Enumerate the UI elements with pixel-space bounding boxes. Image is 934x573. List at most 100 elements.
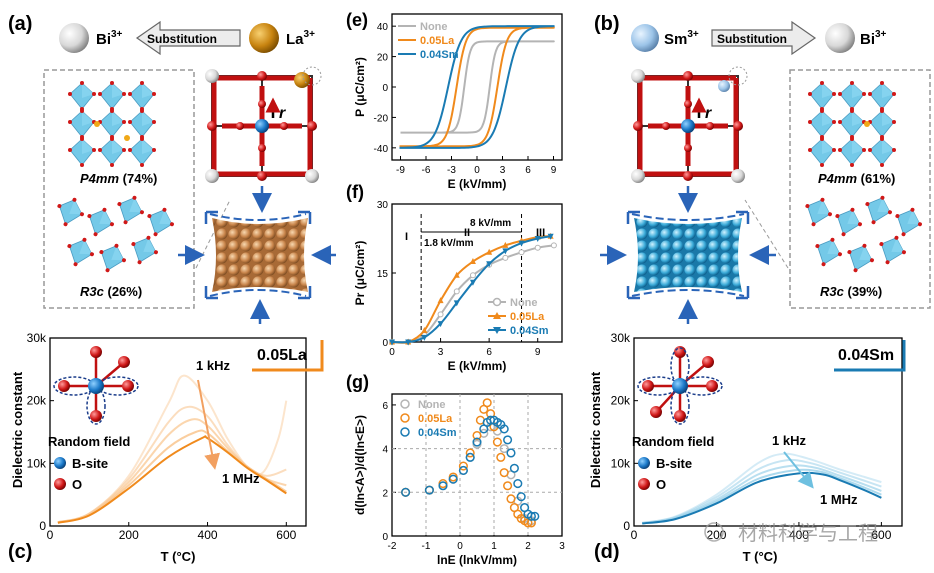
legend-label: None <box>510 297 538 309</box>
lattice-b <box>600 210 776 324</box>
random-field-icon-d <box>637 346 723 425</box>
x-tick-label: -1 <box>422 541 431 552</box>
connector-b <box>744 199 789 269</box>
data-point <box>526 511 536 521</box>
data-point <box>424 485 434 495</box>
legend-marker <box>492 297 502 307</box>
x-tick-label: 600 <box>871 528 891 542</box>
la-ion-label: La3+ <box>286 29 315 48</box>
data-point <box>453 300 460 307</box>
panel-g-label: (g) <box>346 372 369 392</box>
tag-d-bracket <box>834 340 906 372</box>
data-point <box>502 248 509 255</box>
legend-marker <box>493 327 501 334</box>
connector-a <box>195 199 231 269</box>
watermark: 材料科学与工程 <box>704 522 878 545</box>
legend-label: 0.04Sm <box>418 427 457 439</box>
o-legend-dot-c <box>54 478 66 490</box>
unit-cell-b: r <box>631 66 748 183</box>
freq-high-c: 1 kHz <box>196 358 230 373</box>
x-tick-label: 1 <box>491 541 497 552</box>
r3c-structure-a <box>51 190 179 278</box>
legend-label: 0.04Sm <box>420 49 459 61</box>
freq-arrow-d <box>783 451 814 489</box>
tag-c-bracket <box>252 340 324 372</box>
data-point <box>509 463 519 473</box>
p4mm-label-a: P4mm (74%) <box>80 171 157 186</box>
freq-arrow-c <box>197 379 220 470</box>
chart-e: -9 -6 -3 0 3 6 9 -40 -20 0 20 40 E (kV/mm) P (μC/cm²)… <box>353 13 563 191</box>
data-point <box>518 249 525 256</box>
substitution-label-b: Substitution <box>717 32 787 46</box>
x-axis-label: E (kV/mm) <box>448 177 507 191</box>
tag-c: 0.05La <box>257 347 307 364</box>
x-tick-label: 400 <box>789 528 809 542</box>
x-tick-label: 3 <box>438 347 444 358</box>
data-point <box>465 448 475 458</box>
y-tick-label: -20 <box>374 113 389 124</box>
r3c-label-a: R3c (26%) <box>80 284 142 299</box>
r3c-label-b: R3c (39%) <box>820 284 882 299</box>
data-point <box>499 468 509 478</box>
sm-ion <box>631 24 659 52</box>
x-tick-label: 9 <box>551 165 557 176</box>
panel-a: (a) Bi3+ Substitution La3+ P4mm (74%) <box>8 13 336 324</box>
data-point <box>518 240 525 247</box>
x-tick-label: 0 <box>457 541 463 552</box>
x-tick-label: 9 <box>535 347 541 358</box>
data-point <box>492 437 502 447</box>
data-point <box>534 236 541 242</box>
data-point <box>486 261 493 268</box>
r-label-b: r <box>705 105 712 122</box>
chart-c-xlabel: T (°C) <box>161 549 196 564</box>
legend-label: None <box>418 399 446 411</box>
bi-ion-b-label: Bi3+ <box>860 29 887 48</box>
y-tick-label: 30 <box>377 200 389 211</box>
panel-f: (f) 0 3 6 9 0 15 30 E (kV/mm) Pr (μC/cm²) None 0.0… <box>346 182 563 373</box>
data-point <box>453 288 460 295</box>
x-tick-label: -6 <box>422 165 431 176</box>
x-tick-label: 2 <box>525 541 531 552</box>
x-tick-label: 3 <box>500 165 506 176</box>
legend-label: 0.05La <box>420 35 455 47</box>
x-tick-label: -2 <box>388 541 397 552</box>
chart-d-ylabel: Dielectric constant <box>588 371 603 488</box>
bi-ion-a-label: Bi3+ <box>96 29 123 48</box>
y-tick-label: 2 <box>382 488 388 499</box>
x-tick-label: 600 <box>276 528 296 542</box>
p4mm-label-b: P4mm (61%) <box>818 171 895 186</box>
data-point <box>550 242 557 249</box>
y-tick-label: -40 <box>374 144 389 155</box>
bsite-label-d: B-site <box>656 456 692 471</box>
chart-c-ylabel: Dielectric constant <box>10 371 25 488</box>
substitution-arrow-b: Substitution <box>711 20 817 56</box>
y-tick-label: 20k <box>611 394 631 408</box>
data-point <box>506 494 516 504</box>
bsite-legend-dot-c <box>54 457 66 469</box>
legend-marker <box>400 399 410 409</box>
data-point <box>437 321 444 328</box>
roman-3: III <box>536 227 545 239</box>
data-point <box>499 424 509 434</box>
legend-label: None <box>420 21 448 33</box>
r3c-structure-b <box>799 190 927 278</box>
random-field-icon-c <box>53 346 139 425</box>
chart-f: 0 3 6 9 0 15 30 E (kV/mm) Pr (μC/cm²) None 0.05La 0… <box>353 200 563 373</box>
chart-d: 0 200 400 600 0 10k 20k 30k <box>611 331 903 542</box>
freq-low-c: 1 MHz <box>222 471 260 486</box>
data-point <box>469 258 476 264</box>
data-point <box>458 461 468 471</box>
structure-box-a <box>43 69 195 309</box>
chart-d-xlabel: T (°C) <box>743 549 778 564</box>
legend-label: 0.04Sm <box>510 325 549 337</box>
panel-f-label: (f) <box>346 182 364 202</box>
bi-ion-b <box>825 23 855 53</box>
series-loop-0.05La <box>399 26 555 148</box>
annotation-8kv: 8 kV/mm <box>470 218 511 229</box>
x-tick-label: 3 <box>559 541 565 552</box>
panel-e-label: (e) <box>346 10 368 30</box>
y-tick-label: 15 <box>377 269 389 280</box>
chart-g: -2 -1 0 1 2 3 0 2 4 6 lnE (lnkV/mm) d(ln<A>)/d(ln<E… <box>353 393 565 567</box>
y-tick-label: 40 <box>377 22 389 33</box>
